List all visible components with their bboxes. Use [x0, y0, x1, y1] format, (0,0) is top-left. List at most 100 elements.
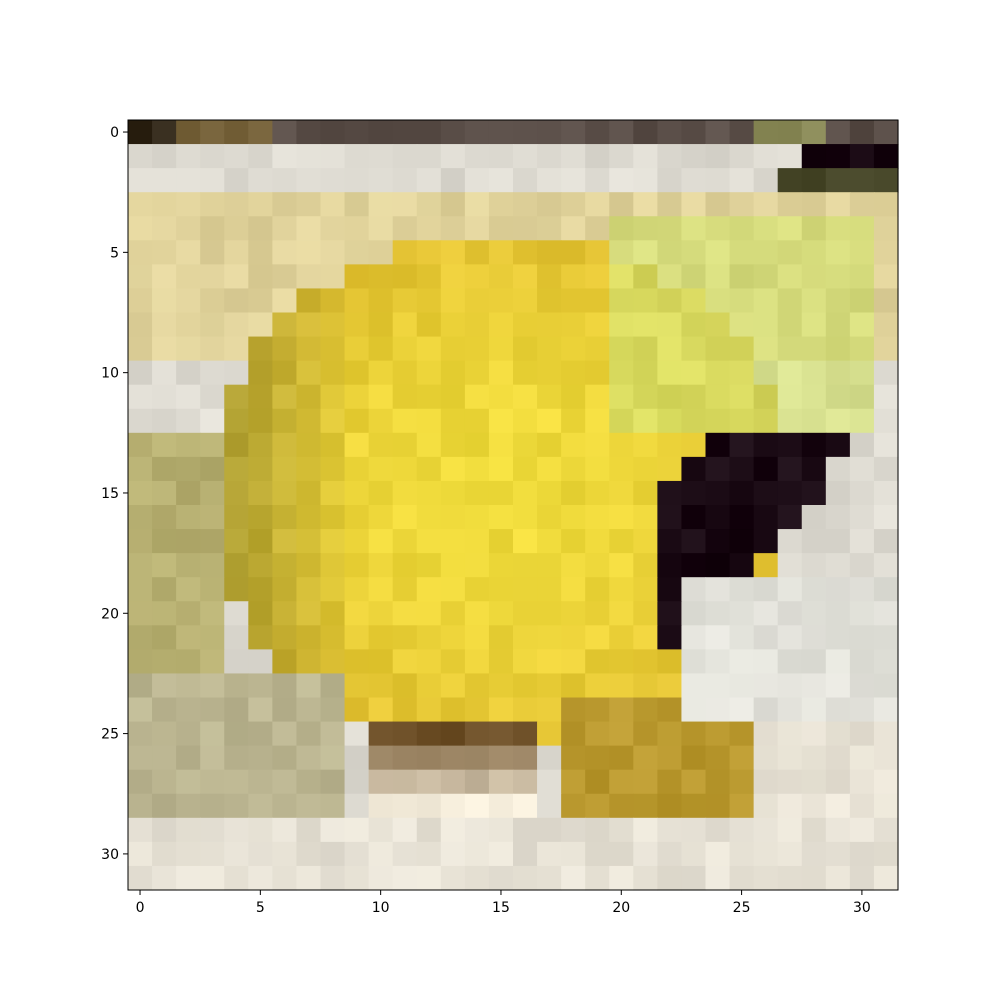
image-pixel [248, 505, 273, 530]
image-pixel [753, 312, 779, 338]
image-pixel [873, 432, 899, 458]
image-pixel [248, 432, 273, 458]
image-pixel [152, 769, 177, 795]
image-pixel [272, 216, 298, 241]
image-pixel [392, 697, 418, 723]
image-pixel [200, 529, 225, 554]
image-pixel [176, 120, 201, 145]
image-pixel [657, 216, 683, 241]
image-pixel [825, 144, 851, 169]
image-pixel [200, 360, 225, 386]
image-pixel [440, 384, 466, 410]
image-pixel [416, 601, 442, 626]
image-pixel [464, 144, 490, 169]
image-pixel [537, 673, 562, 699]
image-pixel [392, 432, 418, 458]
image-pixel [753, 601, 779, 626]
image-pixel [801, 432, 827, 458]
image-pixel [801, 264, 827, 290]
image-pixel [440, 408, 466, 434]
image-pixel [585, 745, 610, 771]
image-pixel [200, 625, 225, 650]
image-pixel [464, 649, 490, 675]
image-pixel [633, 480, 658, 506]
image-pixel [777, 505, 803, 530]
image-pixel [561, 456, 586, 482]
image-pixel [537, 456, 562, 482]
image-pixel [488, 793, 514, 819]
image-pixel [200, 120, 225, 145]
image-pixel [128, 697, 153, 723]
image-pixel [176, 577, 201, 602]
image-pixel [200, 553, 225, 578]
image-pixel [633, 673, 658, 699]
image-pixel [801, 120, 827, 145]
image-pixel [681, 721, 707, 747]
image-pixel [801, 553, 827, 578]
image-pixel [801, 865, 827, 891]
image-pixel [248, 601, 273, 626]
image-pixel [368, 649, 394, 675]
image-pixel [368, 793, 394, 819]
image-pixel [128, 360, 153, 386]
image-pixel [464, 264, 490, 290]
image-pixel [416, 865, 442, 891]
image-pixel [224, 384, 249, 410]
image-pixel [849, 505, 875, 530]
image-pixel [753, 120, 779, 145]
image-pixel [537, 312, 562, 338]
image-pixel [777, 360, 803, 386]
image-pixel [849, 529, 875, 554]
image-pixel [873, 120, 899, 145]
image-pixel [801, 817, 827, 843]
image-pixel [705, 793, 731, 819]
image-pixel [152, 456, 177, 482]
image-pixel [561, 480, 586, 506]
image-pixel [272, 240, 298, 265]
image-pixel [272, 865, 298, 891]
image-pixel [729, 312, 755, 338]
image-pixel [200, 216, 225, 241]
image-pixel [561, 841, 586, 867]
image-pixel [320, 553, 346, 578]
image-pixel [464, 192, 490, 217]
image-pixel [681, 360, 707, 386]
image-pixel [440, 769, 466, 795]
image-pixel [753, 817, 779, 843]
image-pixel [705, 168, 731, 193]
image-pixel [272, 120, 298, 145]
image-pixel [873, 240, 899, 265]
image-pixel [488, 865, 514, 891]
image-pixel [729, 144, 755, 169]
image-pixel [200, 601, 225, 626]
image-pixel [416, 216, 442, 241]
image-pixel [152, 360, 177, 386]
image-pixel [657, 817, 683, 843]
image-pixel [825, 120, 851, 145]
x-tick-label: 30 [853, 900, 871, 916]
image-pixel [777, 168, 803, 193]
image-pixel [801, 456, 827, 482]
image-pixel [873, 721, 899, 747]
image-pixel [729, 673, 755, 699]
image-pixel [825, 817, 851, 843]
image-pixel [368, 865, 394, 891]
image-pixel [464, 384, 490, 410]
image-pixel [272, 745, 298, 771]
image-pixel [537, 408, 562, 434]
image-pixel [753, 529, 779, 554]
image-pixel [585, 216, 610, 241]
image-pixel [272, 456, 298, 482]
image-pixel [609, 432, 634, 458]
image-pixel [368, 432, 394, 458]
image-pixel [392, 264, 418, 290]
image-pixel [825, 312, 851, 338]
image-pixel [657, 312, 683, 338]
image-pixel [777, 456, 803, 482]
image-pixel [729, 577, 755, 602]
image-pixel [368, 456, 394, 482]
image-pixel [633, 192, 658, 217]
image-pixel [224, 168, 249, 193]
image-pixel [609, 360, 634, 386]
image-pixel [248, 480, 273, 506]
